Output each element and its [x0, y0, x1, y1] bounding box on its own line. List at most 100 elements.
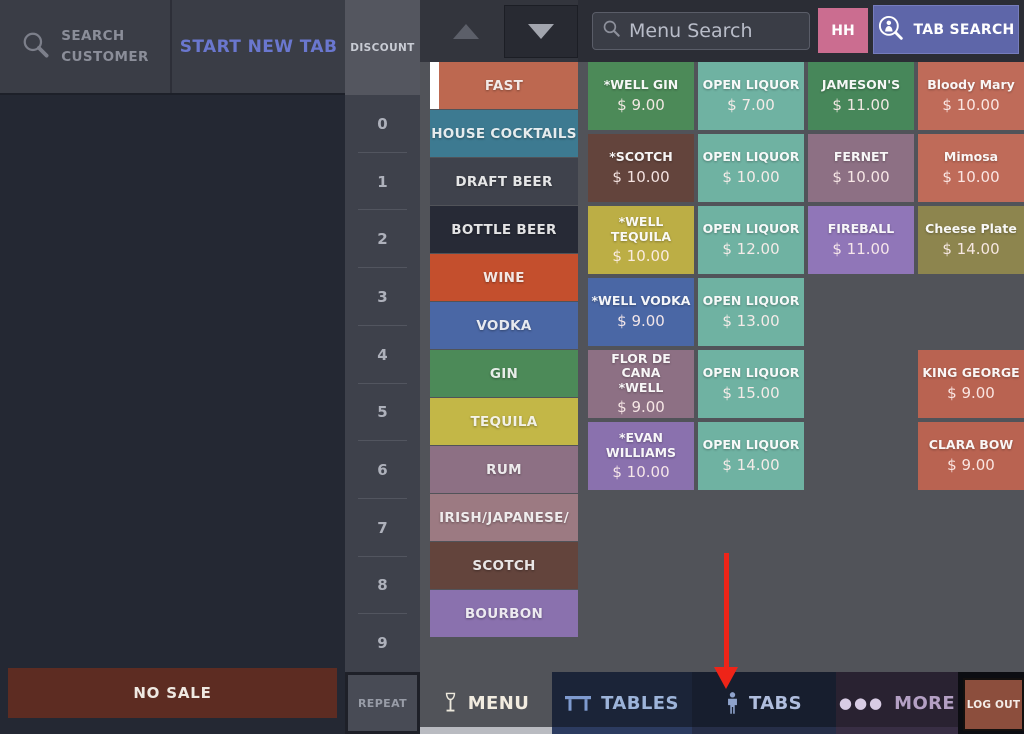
- menu-item-fernet[interactable]: FERNET $ 10.00: [808, 134, 914, 202]
- menu-item-open-liquor[interactable]: OPEN LIQUOR $ 7.00: [698, 62, 804, 130]
- menu-item-well-gin[interactable]: *WELL GIN $ 9.00: [588, 62, 694, 130]
- menu-item-price: $ 10.00: [942, 167, 1000, 186]
- table-icon: [565, 694, 592, 713]
- category-wine[interactable]: WINE: [430, 254, 578, 301]
- menu-item-name: OPEN LIQUOR: [702, 77, 800, 93]
- annotation-arrow-line: [724, 553, 729, 669]
- keypad-digit-6[interactable]: 6: [345, 441, 420, 499]
- menu-search-input[interactable]: [629, 20, 800, 42]
- search-icon: [21, 30, 51, 64]
- menu-item-name: CLARA BOW: [928, 437, 1014, 453]
- menu-item-open-liquor[interactable]: OPEN LIQUOR $ 13.00: [698, 278, 804, 346]
- menu-item-jameson-s[interactable]: JAMESON'S $ 11.00: [808, 62, 914, 130]
- menu-item-name: KING GEORGE: [922, 365, 1020, 381]
- menu-item-price: $ 14.00: [722, 455, 780, 474]
- menu-item-name: OPEN LIQUOR: [702, 149, 800, 165]
- category-bottle-beer[interactable]: BOTTLE BEER: [430, 206, 578, 253]
- menu-item-open-liquor[interactable]: OPEN LIQUOR $ 12.00: [698, 206, 804, 274]
- search-customer-button[interactable]: SEARCH CUSTOMER: [0, 0, 172, 93]
- menu-item-bloody-mary[interactable]: Bloody Mary $ 10.00: [918, 62, 1024, 130]
- category-fast[interactable]: FAST: [430, 62, 578, 109]
- nav-tab-more[interactable]: ●●● MORE: [836, 672, 958, 734]
- menu-item-name: OPEN LIQUOR: [702, 365, 800, 381]
- menu-item-open-liquor[interactable]: OPEN LIQUOR $ 15.00: [698, 350, 804, 418]
- scroll-down-button[interactable]: [504, 5, 578, 58]
- menu-item-grid: *WELL GIN $ 9.00 OPEN LIQUOR $ 7.00 JAMESON'…: [588, 62, 1024, 490]
- nav-tab-label: TABLES: [601, 692, 679, 714]
- keypad-digit-2[interactable]: 2: [345, 210, 420, 268]
- category-draft-beer[interactable]: DRAFT BEER: [430, 158, 578, 205]
- menu-item-price: $ 11.00: [832, 239, 890, 258]
- keypad-digit-0[interactable]: 0: [345, 95, 420, 153]
- keypad-digit-7[interactable]: 7: [345, 499, 420, 557]
- menu-item-well-tequila[interactable]: *WELL TEQUILA $ 10.00: [588, 206, 694, 274]
- menu-item-name: JAMESON'S: [821, 77, 901, 93]
- category-gin[interactable]: GIN: [430, 350, 578, 397]
- discount-button[interactable]: DISCOUNT: [345, 0, 420, 95]
- menu-item-price: $ 10.00: [612, 462, 670, 481]
- happy-hour-button[interactable]: HH: [818, 8, 868, 53]
- menu-item-price: $ 10.00: [942, 95, 1000, 114]
- keypad-digit-4[interactable]: 4: [345, 326, 420, 384]
- menu-search-bar: HH TAB SEARCH: [578, 0, 1024, 62]
- keypad-digit-3[interactable]: 3: [345, 268, 420, 326]
- menu-item-price: $ 13.00: [722, 311, 780, 330]
- category-rum[interactable]: RUM: [430, 446, 578, 493]
- menu-item-price: $ 7.00: [727, 95, 775, 114]
- menu-item-evan-williams[interactable]: *EVAN WILLIAMS $ 10.00: [588, 422, 694, 490]
- menu-item-name: Bloody Mary: [927, 77, 1015, 93]
- category-vodka[interactable]: VODKA: [430, 302, 578, 349]
- menu-item-name: OPEN LIQUOR: [702, 221, 800, 237]
- start-new-tab-button[interactable]: START NEW TAB: [172, 0, 345, 93]
- category-irish-japanese[interactable]: IRISH/JAPANESE/: [430, 494, 578, 541]
- menu-item-price: $ 9.00: [947, 383, 995, 402]
- keypad-digit-5[interactable]: 5: [345, 384, 420, 442]
- category-bourbon[interactable]: BOURBON: [430, 590, 578, 637]
- menu-item-scotch[interactable]: *SCOTCH $ 10.00: [588, 134, 694, 202]
- dots-icon: ●●●: [838, 694, 885, 712]
- category-scroll-area: [420, 0, 578, 62]
- nav-tab-menu[interactable]: MENU: [420, 672, 552, 734]
- repeat-button[interactable]: REPEAT: [345, 672, 420, 734]
- menu-item-name: *EVAN WILLIAMS: [605, 430, 677, 460]
- nav-tab-tabs[interactable]: TABS: [692, 672, 836, 734]
- person-icon: [726, 691, 739, 716]
- menu-item-open-liquor[interactable]: OPEN LIQUOR $ 14.00: [698, 422, 804, 490]
- category-scotch[interactable]: SCOTCH: [430, 542, 578, 589]
- annotation-arrow-head: [714, 667, 738, 689]
- order-list-area: [0, 97, 345, 662]
- nav-tab-tables[interactable]: TABLES: [552, 672, 692, 734]
- menu-item-fireball[interactable]: FIREBALL $ 11.00: [808, 206, 914, 274]
- category-house-cocktails[interactable]: HOUSE COCKTAILS: [430, 110, 578, 157]
- no-sale-button[interactable]: NO SALE: [8, 668, 337, 718]
- search-customer-label: SEARCH CUSTOMER: [61, 28, 149, 65]
- menu-item-flor-de-cana-well[interactable]: FLOR DE CANA *WELL $ 9.00: [588, 350, 694, 418]
- category-tequila[interactable]: TEQUILA: [430, 398, 578, 445]
- tab-search-button[interactable]: TAB SEARCH: [873, 5, 1019, 54]
- log-out-button[interactable]: LOG OUT: [963, 678, 1024, 731]
- tab-search-label: TAB SEARCH: [913, 21, 1015, 38]
- menu-item-name: FERNET: [833, 149, 889, 165]
- scroll-up-button[interactable]: [430, 5, 502, 58]
- menu-item-clara-bow[interactable]: CLARA BOW $ 9.00: [918, 422, 1024, 490]
- keypad-digit-9[interactable]: 9: [345, 614, 420, 672]
- menu-item-well-vodka[interactable]: *WELL VODKA $ 9.00: [588, 278, 694, 346]
- menu-item-name: OPEN LIQUOR: [702, 437, 800, 453]
- menu-item-price: $ 9.00: [617, 95, 665, 114]
- keypad-digit-8[interactable]: 8: [345, 557, 420, 615]
- menu-item-price: $ 10.00: [722, 167, 780, 186]
- menu-item-price: $ 9.00: [617, 311, 665, 330]
- menu-item-cheese-plate[interactable]: Cheese Plate $ 14.00: [918, 206, 1024, 274]
- menu-item-open-liquor[interactable]: OPEN LIQUOR $ 10.00: [698, 134, 804, 202]
- menu-item-name: *WELL VODKA: [591, 293, 691, 309]
- menu-item-king-george[interactable]: KING GEORGE $ 9.00: [918, 350, 1024, 418]
- menu-item-price: $ 15.00: [722, 383, 780, 402]
- menu-item-mimosa[interactable]: Mimosa $ 10.00: [918, 134, 1024, 202]
- menu-item-price: $ 11.00: [832, 95, 890, 114]
- menu-item-name: Cheese Plate: [925, 221, 1017, 237]
- menu-search-box[interactable]: [592, 12, 810, 50]
- tab-search-icon: [877, 14, 905, 46]
- keypad-digit-1[interactable]: 1: [345, 153, 420, 211]
